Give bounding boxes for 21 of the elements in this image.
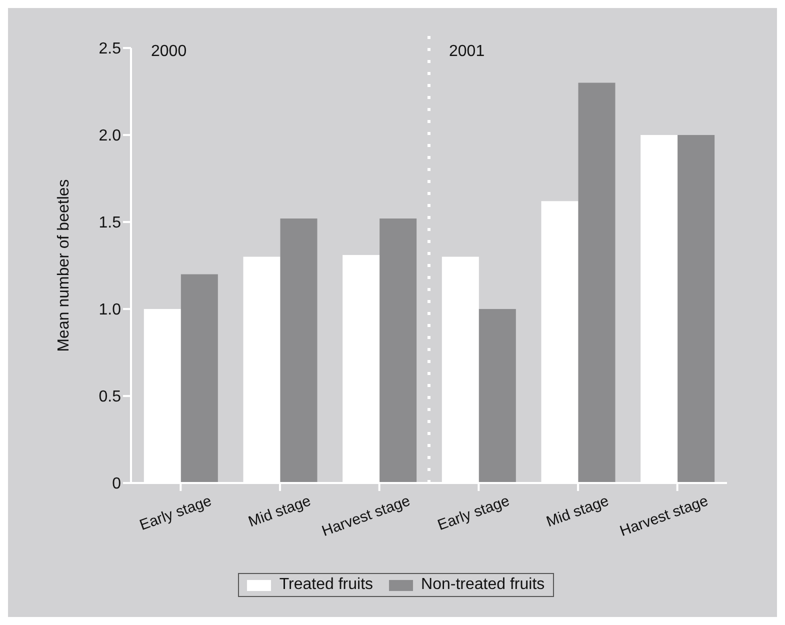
y-tick-label: 1.0 bbox=[98, 302, 122, 319]
x-tick-label: Mid stage bbox=[246, 492, 314, 531]
y-axis-title: Mean number of beetles bbox=[56, 179, 73, 352]
bar bbox=[678, 135, 715, 483]
x-tick-label: Mid stage bbox=[544, 492, 612, 531]
y-tick-label: 2.0 bbox=[98, 128, 122, 145]
bar bbox=[180, 274, 218, 483]
y-tick-label: 0 bbox=[112, 476, 122, 493]
y-tick-label: 2.5 bbox=[98, 40, 122, 58]
legend-label: Treated fruits bbox=[278, 576, 374, 594]
x-tick-label: Early stage bbox=[137, 492, 214, 534]
annotation: 2001 bbox=[449, 43, 485, 60]
legend-label: Non-treated fruits bbox=[420, 576, 545, 594]
bar bbox=[280, 218, 318, 483]
bar bbox=[578, 82, 616, 483]
annotation: 2000 bbox=[151, 43, 187, 60]
bar bbox=[478, 309, 516, 483]
y-tick-label: 1.5 bbox=[98, 214, 122, 232]
x-tick-label: Early stage bbox=[435, 492, 512, 534]
bar bbox=[380, 218, 417, 483]
y-tick-label: 0.5 bbox=[98, 388, 122, 406]
